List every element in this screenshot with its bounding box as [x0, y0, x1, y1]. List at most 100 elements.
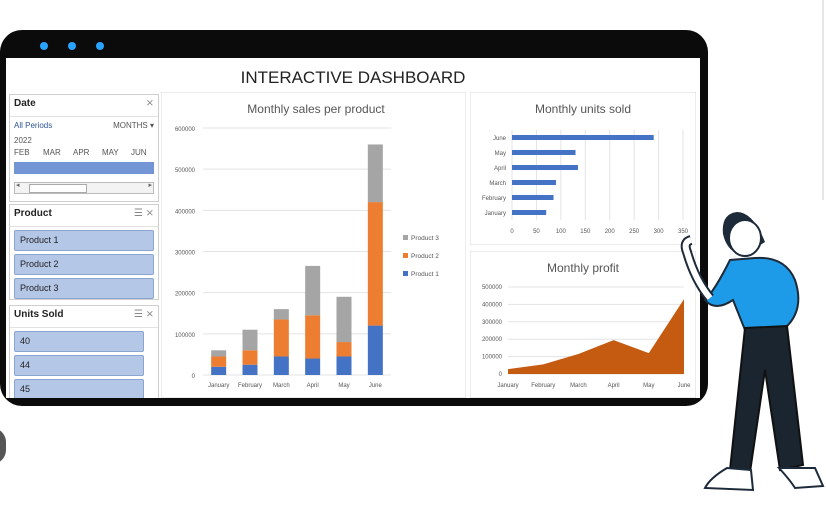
bar-segment: [273, 319, 289, 357]
bar-segment: [336, 296, 352, 343]
y-tick-label: June: [493, 136, 507, 142]
slicer-item-units[interactable]: 44: [14, 355, 144, 376]
x-tick-label: 0: [510, 229, 514, 235]
bar-segment: [367, 325, 383, 375]
period-mode-dropdown[interactable]: MONTHS ▾: [113, 121, 154, 130]
y-tick-label: April: [494, 166, 506, 172]
slicer-item-product-1[interactable]: Product 1: [14, 230, 154, 251]
legend-swatch: [403, 271, 408, 276]
bar-segment: [305, 358, 321, 375]
slicer-item-product-3[interactable]: Product 3: [14, 278, 154, 299]
date-slicer-header: Date ⨯: [10, 95, 158, 117]
x-tick-label: March: [570, 383, 587, 389]
divider: [822, 0, 824, 200]
x-tick-label: February: [238, 383, 262, 389]
bar: [512, 135, 654, 140]
x-tick-label: 250: [629, 229, 640, 235]
bar-segment: [211, 366, 227, 375]
shirt: [703, 256, 800, 332]
bar-segment: [367, 144, 383, 203]
bar-segment: [211, 350, 227, 357]
y-tick-label: February: [482, 196, 506, 202]
period-mode-label: MONTHS: [113, 121, 148, 130]
monthly-profit-chart: Monthly profit 0 100000 200000 300000 400000…: [470, 251, 696, 398]
bar-segment: [305, 265, 321, 316]
legend-label: Product 1: [411, 271, 439, 278]
month-label: MAY: [102, 148, 119, 157]
bar: [512, 180, 556, 185]
bar: [512, 165, 578, 170]
legend-swatch: [403, 235, 408, 240]
scroll-right-icon[interactable]: ▸: [148, 182, 152, 189]
date-slicer[interactable]: Date ⨯ All Periods MONTHS ▾ 2022 FEB MAR…: [9, 94, 159, 202]
y-tick-label: 400000: [482, 302, 503, 308]
x-tick-label: April: [608, 383, 620, 389]
x-tick-label: June: [677, 383, 691, 389]
product-slicer[interactable]: Product ☰ ⨯ Product 1 Product 2 Product …: [9, 204, 159, 300]
bar-segment: [242, 329, 258, 351]
units-slicer-header: Units Sold ☰ ⨯: [10, 306, 158, 328]
y-tick-label: 0: [192, 374, 196, 380]
x-tick-label: June: [369, 383, 383, 389]
y-tick-label: January: [485, 211, 506, 217]
y-tick-label: 100000: [175, 333, 196, 339]
year-label: 2022: [14, 136, 32, 145]
scroll-thumb[interactable]: [29, 184, 87, 193]
face: [728, 219, 762, 257]
bar-segment: [367, 202, 383, 326]
x-tick-label: 150: [580, 229, 591, 235]
month-label: JUN: [131, 148, 147, 157]
dashboard-title: INTERACTIVE DASHBOARD: [240, 68, 466, 87]
bar-segment: [273, 356, 289, 375]
shoe-left: [703, 466, 755, 492]
window-dot: [40, 42, 48, 50]
bar-segment: [211, 356, 227, 367]
y-tick-label: March: [489, 181, 506, 187]
bar: [512, 210, 547, 215]
slicer-item-units[interactable]: 45: [14, 379, 144, 398]
shoe-right: [776, 467, 825, 490]
legend-swatch: [403, 253, 408, 258]
bar-segment: [336, 342, 352, 357]
product-slicer-header: Product ☰ ⨯: [10, 205, 158, 227]
y-tick-label: 100000: [482, 355, 503, 361]
person-illustration: [680, 212, 825, 492]
x-tick-label: May: [338, 383, 349, 389]
x-tick-label: 100: [556, 229, 567, 235]
multiselect-clear-icons[interactable]: ☰ ⨯: [133, 208, 154, 219]
x-tick-label: March: [273, 383, 290, 389]
y-tick-label: 300000: [175, 251, 196, 257]
month-label: MAR: [43, 148, 61, 157]
legend-label: Product 3: [411, 235, 439, 242]
window-dot: [96, 42, 104, 50]
bar-segment: [305, 315, 321, 359]
multiselect-clear-icons[interactable]: ☰ ⨯: [133, 309, 154, 320]
y-tick-label: 300000: [482, 320, 503, 326]
x-tick-label: April: [307, 383, 319, 389]
y-tick-label: 400000: [175, 209, 196, 215]
slicer-item-units[interactable]: 40: [14, 331, 144, 352]
x-tick-label: January: [208, 383, 229, 389]
x-tick-label: 350: [678, 229, 689, 235]
clear-filter-icon[interactable]: ⨯: [145, 98, 154, 109]
y-tick-label: 500000: [175, 168, 196, 174]
y-tick-label: 600000: [175, 127, 196, 133]
bar: [512, 195, 554, 200]
timeline-scrollbar[interactable]: ◂ ▸: [14, 182, 154, 194]
date-slicer-title: Date: [14, 98, 36, 109]
timeline-bar[interactable]: [14, 162, 154, 174]
units-slicer[interactable]: Units Sold ☰ ⨯ 40 44 45: [9, 305, 159, 398]
x-tick-label: May: [643, 383, 654, 389]
slicer-item-product-2[interactable]: Product 2: [14, 254, 154, 275]
bar-segment: [273, 309, 289, 320]
monthly-units-chart: Monthly units sold 0 50 100 150 200 250 300 350…: [470, 92, 696, 245]
y-tick-label: May: [495, 151, 506, 157]
y-tick-label: 200000: [175, 292, 196, 298]
scroll-left-icon[interactable]: ◂: [16, 182, 20, 189]
pants: [728, 324, 805, 474]
x-tick-label: February: [531, 383, 555, 389]
chart-title: Monthly sales per product: [247, 102, 385, 116]
dashboard-screen: INTERACTIVE DASHBOARD Date ⨯ All Periods…: [6, 58, 700, 398]
chart-title: Monthly units sold: [535, 102, 631, 116]
product-slicer-title: Product: [14, 208, 52, 219]
